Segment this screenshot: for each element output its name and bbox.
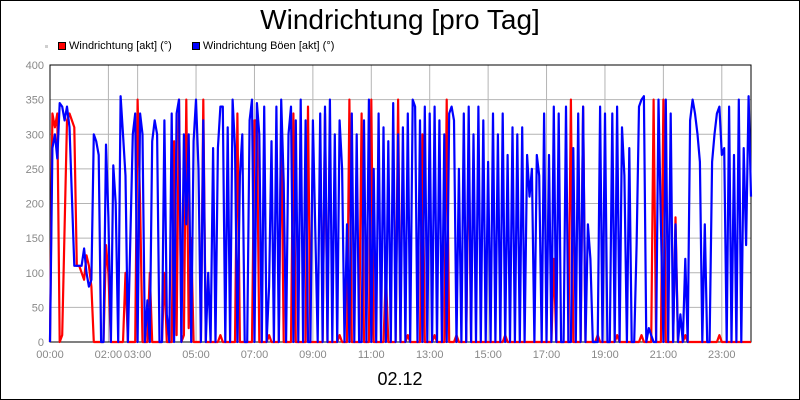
y-tick-label-5: 250 <box>26 164 44 176</box>
x-tick-label-9: 17:00 <box>533 349 561 361</box>
x-tick-label-3: 05:00 <box>182 349 210 361</box>
x-tick-label-8: 15:00 <box>474 349 502 361</box>
legend-item-series-1: Windrichtung [akt] (°) <box>58 40 172 52</box>
x-tick-label-12: 23:00 <box>708 349 736 361</box>
x-tick-label-4: 07:00 <box>241 349 269 361</box>
legend-marker-icon <box>45 44 48 48</box>
y-tick-label-6: 300 <box>26 129 44 141</box>
legend-label-series-2: Windrichtung Böen [akt] (°) <box>202 40 335 52</box>
x-tick-label-7: 13:00 <box>416 349 444 361</box>
x-tick-label-2: 03:00 <box>124 349 152 361</box>
chart-title: Windrichtung [pro Tag] <box>260 4 540 35</box>
y-tick-label-1: 50 <box>32 302 44 314</box>
legend-item-series-2: Windrichtung Böen [akt] (°) <box>191 40 335 52</box>
y-tick-label-7: 350 <box>26 95 44 107</box>
y-tick-label-4: 200 <box>26 199 44 211</box>
series-line-2 <box>48 95 753 344</box>
x-tick-label-6: 11:00 <box>358 349 385 361</box>
legend-label-series-1: Windrichtung [akt] (°) <box>69 40 172 52</box>
legend: Windrichtung [akt] (°) Windrichtung Böen… <box>45 39 354 53</box>
y-tick-label-2: 100 <box>26 268 44 280</box>
y-tick-label-8: 400 <box>26 60 44 72</box>
x-axis-label: 02.12 <box>377 369 423 389</box>
x-tick-label-1: 02:00 <box>95 349 123 361</box>
x-tick-label-5: 09:00 <box>299 349 327 361</box>
legend-swatch-red <box>58 42 66 50</box>
x-tick-label-0: 00:00 <box>36 349 64 361</box>
legend-swatch-blue <box>191 42 200 50</box>
x-tick-label-11: 21:00 <box>650 349 678 361</box>
x-tick-label-10: 19:00 <box>591 349 619 361</box>
y-tick-label-0: 0 <box>38 337 44 349</box>
y-tick-label-3: 150 <box>26 233 44 245</box>
